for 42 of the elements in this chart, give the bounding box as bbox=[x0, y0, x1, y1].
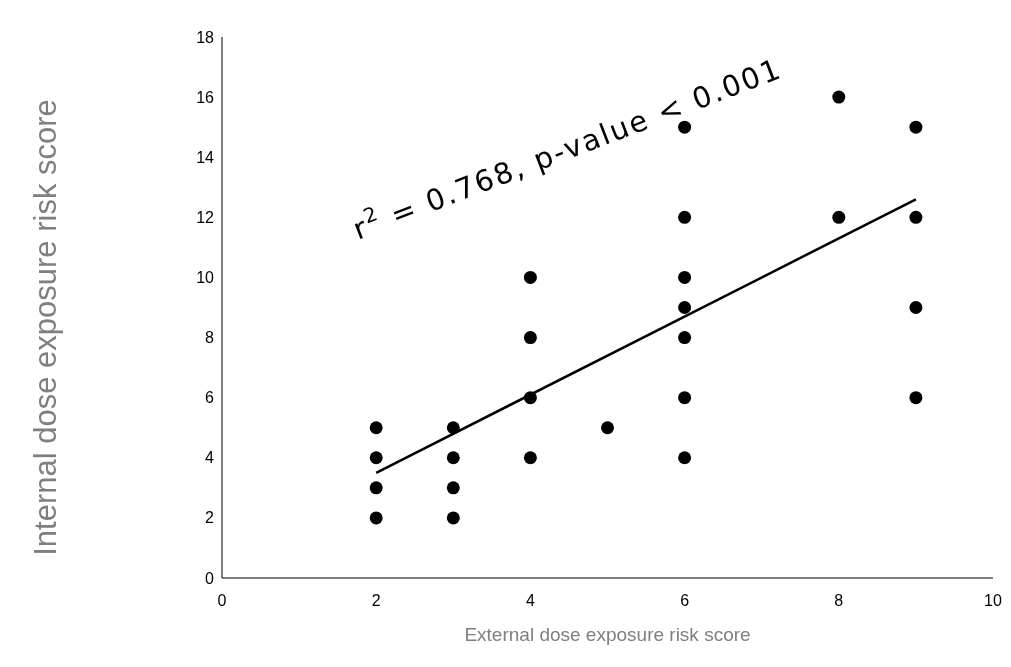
x-tick-label: 0 bbox=[217, 592, 227, 609]
point bbox=[601, 421, 614, 435]
point bbox=[446, 511, 460, 525]
y-tick-label: 4 bbox=[205, 449, 215, 467]
point bbox=[523, 451, 537, 465]
point bbox=[678, 270, 692, 284]
x-tick-label: 8 bbox=[834, 592, 844, 609]
point bbox=[369, 511, 383, 525]
y-axis-title: Internal dose exposure risk score bbox=[28, 99, 63, 556]
y-tick-label: 18 bbox=[196, 28, 215, 46]
x-tick-label: 4 bbox=[525, 592, 535, 609]
point bbox=[909, 120, 923, 134]
point bbox=[832, 90, 846, 104]
point bbox=[523, 331, 537, 345]
point bbox=[678, 120, 692, 134]
point bbox=[678, 391, 692, 405]
y-tick-label: 16 bbox=[196, 88, 215, 106]
point bbox=[909, 301, 923, 314]
point bbox=[446, 451, 460, 465]
y-tick-label: 14 bbox=[196, 148, 215, 166]
y-tick-label: 10 bbox=[196, 269, 215, 287]
x-tick-label: 10 bbox=[984, 592, 1002, 609]
x-tick-label: 6 bbox=[680, 592, 690, 609]
point bbox=[832, 210, 846, 224]
point bbox=[678, 210, 692, 224]
point bbox=[678, 451, 692, 465]
point bbox=[678, 301, 692, 314]
point bbox=[369, 421, 383, 435]
y-tick-label: 8 bbox=[205, 329, 215, 347]
point bbox=[909, 391, 923, 405]
y-tick-label: 0 bbox=[205, 569, 215, 587]
point bbox=[446, 481, 460, 495]
point bbox=[369, 451, 383, 465]
point bbox=[909, 210, 923, 224]
point bbox=[678, 331, 692, 345]
x-tick-label: 2 bbox=[371, 592, 381, 609]
point bbox=[523, 270, 537, 284]
x-axis-title: External dose exposure risk score bbox=[464, 624, 751, 645]
y-tick-label: 2 bbox=[205, 509, 215, 527]
y-tick-label: 6 bbox=[205, 389, 215, 407]
y-tick-label: 12 bbox=[196, 208, 215, 226]
point bbox=[369, 481, 383, 495]
